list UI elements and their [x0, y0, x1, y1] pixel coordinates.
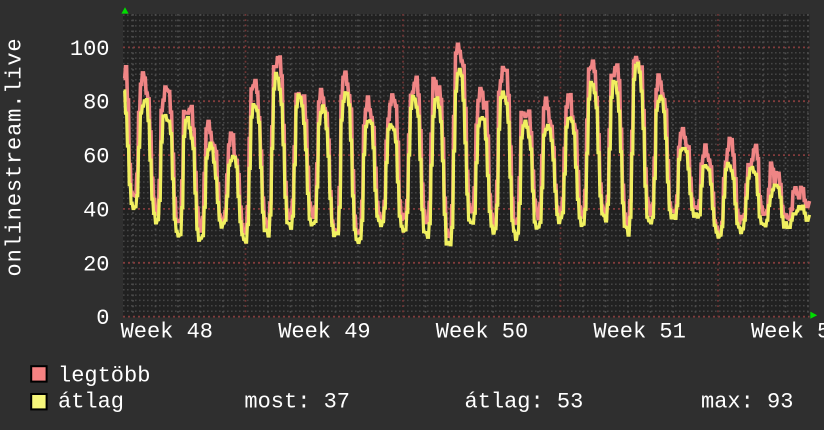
svg-text:20: 20	[83, 252, 109, 277]
svg-text:most: 37: most: 37	[244, 390, 350, 415]
svg-text:onlinestream.live: onlinestream.live	[3, 38, 28, 277]
svg-text:60: 60	[83, 145, 109, 170]
svg-text:legtöbb: legtöbb	[58, 364, 150, 389]
svg-text:átlag: 53: átlag: 53	[465, 390, 584, 415]
svg-text:40: 40	[83, 198, 109, 223]
svg-text:100: 100	[70, 37, 110, 62]
svg-text:0: 0	[96, 306, 109, 331]
svg-text:átlag: átlag	[58, 390, 124, 415]
svg-text:80: 80	[83, 91, 109, 116]
svg-text:max: 93: max: 93	[701, 390, 793, 415]
svg-text:Week 49: Week 49	[278, 320, 370, 345]
svg-text:Week 48: Week 48	[121, 320, 213, 345]
svg-text:Week 52: Week 52	[751, 320, 824, 345]
svg-text:Week 51: Week 51	[593, 320, 685, 345]
svg-text:Week 50: Week 50	[436, 320, 528, 345]
